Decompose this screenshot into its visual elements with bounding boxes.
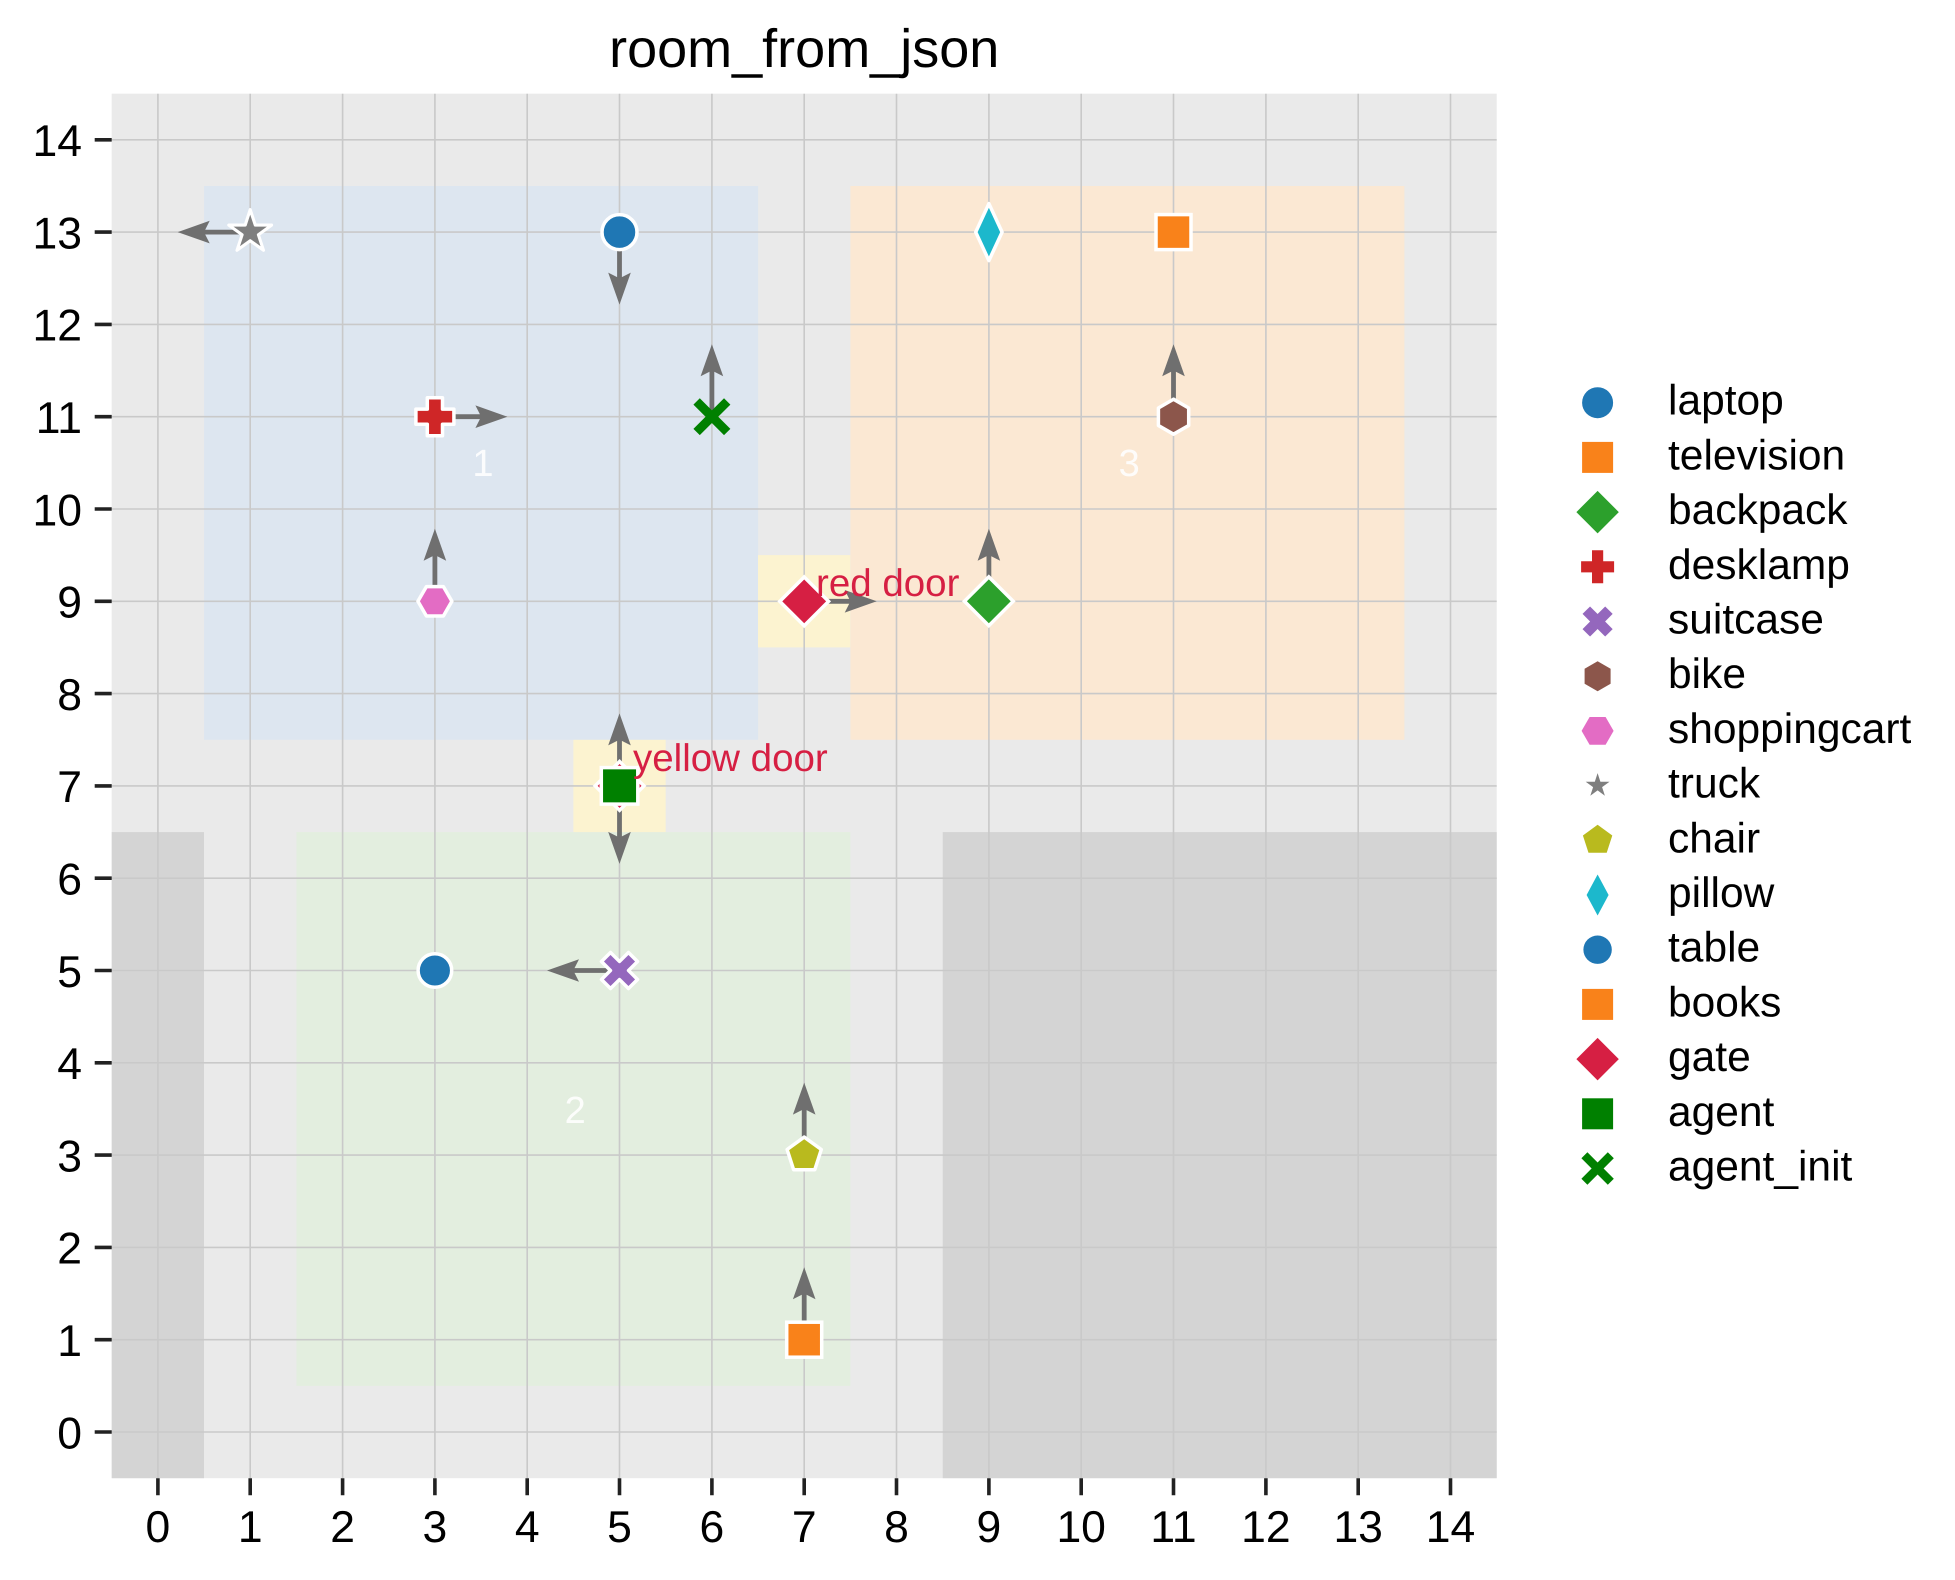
- svg-text:10: 10: [33, 486, 83, 535]
- svg-text:suitcase: suitcase: [1668, 597, 1824, 644]
- svg-text:books: books: [1668, 979, 1781, 1026]
- svg-text:13: 13: [33, 209, 83, 258]
- svg-text:6: 6: [700, 1503, 725, 1552]
- svg-text:3: 3: [57, 1132, 82, 1181]
- svg-text:yellow door: yellow door: [633, 737, 828, 780]
- svg-text:11: 11: [1150, 1503, 1196, 1552]
- svg-text:8: 8: [884, 1503, 909, 1552]
- svg-text:11: 11: [36, 394, 82, 443]
- svg-text:gate: gate: [1668, 1034, 1751, 1081]
- svg-text:8: 8: [57, 671, 82, 720]
- svg-text:chair: chair: [1668, 815, 1760, 862]
- svg-text:5: 5: [57, 948, 82, 997]
- svg-text:2: 2: [330, 1503, 355, 1552]
- svg-text:pillow: pillow: [1668, 870, 1775, 917]
- svg-text:1: 1: [238, 1503, 263, 1552]
- svg-text:13: 13: [1333, 1503, 1383, 1552]
- svg-text:7: 7: [792, 1503, 817, 1552]
- svg-text:2: 2: [565, 1090, 586, 1132]
- svg-text:television: television: [1668, 432, 1845, 479]
- svg-text:3: 3: [423, 1503, 448, 1552]
- svg-text:laptop: laptop: [1668, 378, 1784, 425]
- svg-text:12: 12: [1241, 1503, 1291, 1552]
- svg-text:14: 14: [1426, 1503, 1476, 1552]
- svg-text:backpack: backpack: [1668, 487, 1848, 534]
- svg-text:room_from_json: room_from_json: [609, 19, 999, 79]
- svg-text:6: 6: [57, 856, 82, 905]
- svg-text:shoppingcart: shoppingcart: [1668, 706, 1912, 753]
- svg-text:table: table: [1668, 925, 1760, 972]
- svg-text:5: 5: [607, 1503, 632, 1552]
- svg-text:14: 14: [33, 117, 83, 166]
- svg-text:10: 10: [1056, 1503, 1106, 1552]
- svg-text:agent: agent: [1668, 1089, 1775, 1136]
- svg-text:0: 0: [146, 1503, 171, 1552]
- svg-text:truck: truck: [1668, 761, 1761, 808]
- svg-text:12: 12: [33, 302, 83, 351]
- svg-text:9: 9: [977, 1503, 1002, 1552]
- svg-text:2: 2: [57, 1225, 82, 1274]
- svg-text:agent_init: agent_init: [1668, 1144, 1853, 1191]
- svg-text:desklamp: desklamp: [1668, 542, 1850, 589]
- svg-text:0: 0: [57, 1409, 82, 1458]
- svg-text:9: 9: [57, 579, 82, 628]
- svg-text:1: 1: [472, 443, 493, 485]
- svg-text:4: 4: [57, 1040, 82, 1089]
- svg-text:bike: bike: [1668, 651, 1746, 698]
- svg-text:4: 4: [515, 1503, 540, 1552]
- svg-text:7: 7: [57, 763, 82, 812]
- svg-text:red door: red door: [816, 562, 960, 605]
- svg-text:3: 3: [1119, 443, 1140, 485]
- svg-text:1: 1: [57, 1317, 82, 1366]
